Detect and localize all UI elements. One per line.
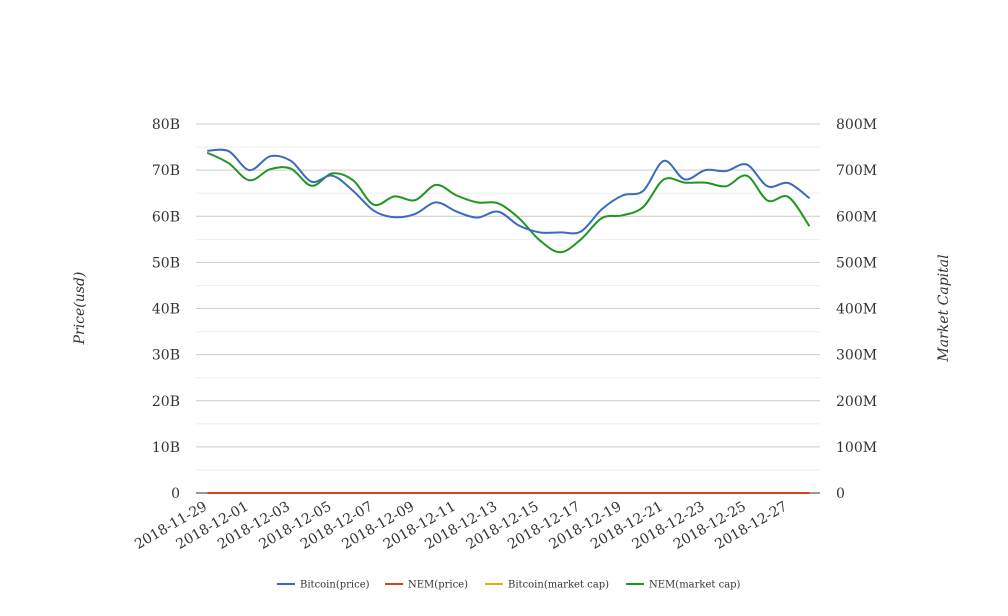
legend-label: NEM(market cap) [649,580,741,591]
y-tick-label-right: 0 [836,486,845,502]
y-tick-label-left: 50B [152,255,180,271]
y-tick-label-left: 40B [152,302,180,318]
y-tick-label-right: 300M [836,348,877,364]
y-tick-label-right: 200M [836,394,877,410]
legend-item-nem-price[interactable]: NEM(price) [385,580,468,591]
y-tick-label-right: 500M [836,255,877,271]
legend: Bitcoin(price) NEM(price) Bitcoin(market c… [277,580,741,591]
legend-label: Bitcoin(price) [300,580,370,591]
y-tick-label-left: 30B [152,348,180,364]
y-tick-label-right: 100M [836,440,877,456]
axes: 0 10B 20B 30B 40B 50B 60B 70B 80B 0 100M 200M 300M 40… [132,117,877,553]
y-tick-label-right: 400M [836,302,877,318]
legend-item-bitcoin-market-cap[interactable]: Bitcoin(market cap) [485,580,609,591]
y-axis-title-left: Price(usd) [72,272,88,346]
grid-lines [196,123,820,471]
series-line-nem-market-cap [207,152,810,254]
legend-label: Bitcoin(market cap) [508,580,609,591]
y-tick-label-left: 20B [152,394,180,410]
y-axis-title-right: Market Capital [936,254,952,362]
y-tick-label-right: 700M [836,163,877,179]
y-tick-label-left: 60B [152,209,180,225]
y-tick-label-right: 600M [836,209,877,225]
y-tick-label-left: 70B [152,163,180,179]
series-lines [207,148,810,495]
legend-label: NEM(price) [408,580,468,591]
y-tick-label-right: 800M [836,117,877,133]
series-line-bitcoin-price [207,148,810,235]
y-tick-label-left: 10B [152,440,180,456]
legend-item-nem-market-cap[interactable]: NEM(market cap) [626,580,741,591]
y-tick-label-left: 80B [152,117,180,133]
legend-item-bitcoin-price[interactable]: Bitcoin(price) [277,580,370,591]
y-tick-label-left: 0 [171,486,180,502]
